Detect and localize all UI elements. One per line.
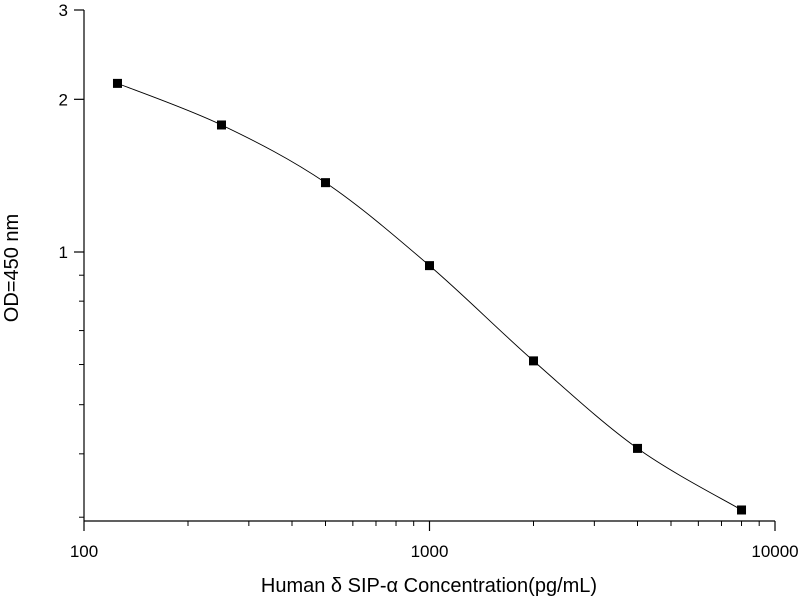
data-point [112,78,122,88]
data-point [320,178,330,188]
series-line [117,82,742,511]
tick-labels: 100 1000 10000 1 2 3 [59,1,799,561]
y-tick-label: 2 [59,90,68,109]
data-point [529,356,539,366]
data-point [633,443,643,453]
y-tick-label: 3 [59,1,68,20]
ticks [74,9,776,531]
x-axis-title: Human δ SIP-α Concentration(pg/mL) [261,575,597,597]
data-point [737,505,747,515]
y-axis-title: OD=450 nm [1,214,23,322]
y-tick-label: 1 [59,243,68,262]
x-tick-label: 10000 [751,542,798,561]
data-point [216,120,226,130]
data-point [425,261,434,271]
x-tick-label: 1000 [411,542,449,561]
series [112,78,747,515]
x-tick-label: 100 [70,542,98,561]
